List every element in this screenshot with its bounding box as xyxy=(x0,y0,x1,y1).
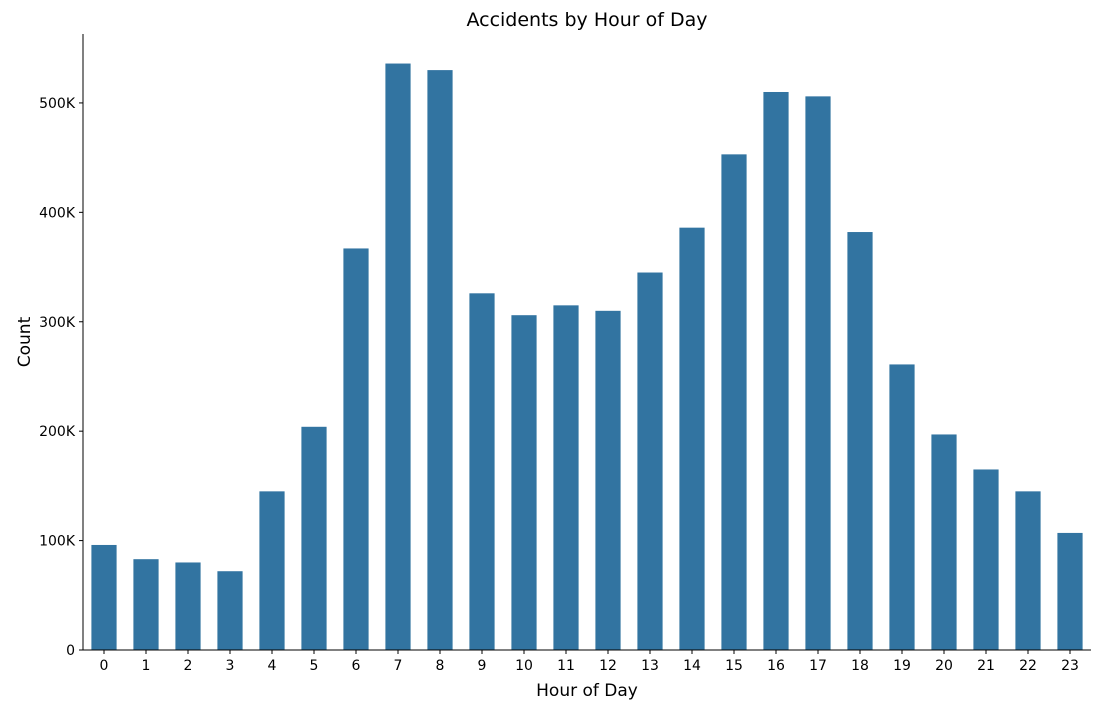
x-tick-label: 21 xyxy=(977,658,995,674)
x-tick-label: 4 xyxy=(268,658,277,674)
bar-hour-20 xyxy=(931,434,957,650)
x-tick-label: 8 xyxy=(436,658,445,674)
bar-hour-23 xyxy=(1057,532,1083,650)
y-axis-label: Count xyxy=(15,316,35,367)
bar-hour-3 xyxy=(217,571,243,650)
x-tick-label: 13 xyxy=(641,658,659,674)
bar-hour-2 xyxy=(175,562,201,650)
bar-hour-13 xyxy=(637,272,663,650)
x-axis-ticks: 0 1 2 3 4 5 6 7 8 9 10 11 12 13 14 15 16 17 18 19 20 21 22 23 xyxy=(100,650,1079,674)
bar-hour-21 xyxy=(973,469,999,650)
y-tick-label: 100K xyxy=(39,534,76,550)
x-tick-label: 16 xyxy=(767,658,785,674)
bar-hour-22 xyxy=(1015,491,1041,650)
bar-hour-1 xyxy=(133,559,159,650)
x-tick-label: 7 xyxy=(394,658,403,674)
x-tick-label: 14 xyxy=(683,658,701,674)
bar-hour-16 xyxy=(763,91,789,651)
x-tick-label: 23 xyxy=(1061,658,1079,674)
bar-hour-18 xyxy=(847,232,873,651)
bar-hour-11 xyxy=(553,305,579,650)
bar-hour-9 xyxy=(469,293,495,650)
bar-hour-14 xyxy=(679,227,705,650)
x-axis-label: Hour of Day xyxy=(536,681,638,701)
x-tick-label: 10 xyxy=(515,658,533,674)
y-tick-label: 300K xyxy=(39,315,76,331)
x-tick-label: 0 xyxy=(100,658,109,674)
bar-hour-15 xyxy=(721,154,747,651)
y-tick-label: 200K xyxy=(39,424,76,440)
bar-hour-4 xyxy=(259,491,285,650)
chart-title: Accidents by Hour of Day xyxy=(466,9,707,31)
bar-hour-19 xyxy=(889,364,915,650)
bars-group xyxy=(91,63,1083,651)
x-tick-label: 18 xyxy=(851,658,869,674)
y-tick-label: 500K xyxy=(39,96,76,112)
x-tick-label: 22 xyxy=(1019,658,1037,674)
bar-hour-7 xyxy=(385,63,411,650)
bar-hour-17 xyxy=(805,96,831,650)
bar-hour-6 xyxy=(343,248,369,650)
bar-hour-12 xyxy=(595,310,621,650)
x-tick-label: 11 xyxy=(557,658,575,674)
x-tick-label: 9 xyxy=(478,658,487,674)
bar-hour-5 xyxy=(301,426,327,650)
bar-hour-8 xyxy=(427,70,453,651)
x-tick-label: 3 xyxy=(226,658,235,674)
x-tick-label: 6 xyxy=(352,658,361,674)
bar-hour-0 xyxy=(91,544,117,650)
x-tick-label: 15 xyxy=(725,658,743,674)
x-tick-label: 5 xyxy=(310,658,319,674)
x-tick-label: 17 xyxy=(809,658,827,674)
x-tick-label: 20 xyxy=(935,658,953,674)
y-tick-label: 400K xyxy=(39,205,76,221)
y-axis-ticks: 0 100K 200K 300K 400K 500K xyxy=(39,96,83,659)
bar-hour-10 xyxy=(511,315,537,650)
x-tick-label: 1 xyxy=(142,658,151,674)
x-tick-label: 2 xyxy=(184,658,193,674)
x-tick-label: 12 xyxy=(599,658,617,674)
y-tick-label: 0 xyxy=(66,643,75,659)
x-tick-label: 19 xyxy=(893,658,911,674)
